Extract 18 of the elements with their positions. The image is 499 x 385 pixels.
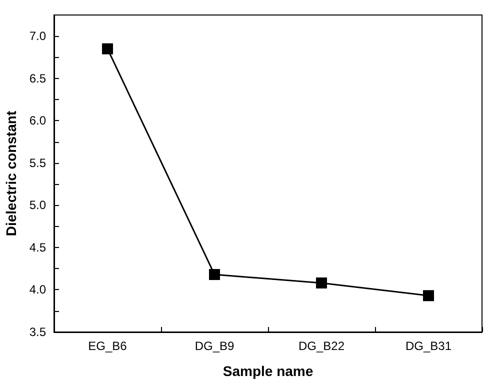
x-tick-label: DG_B31 bbox=[405, 339, 452, 353]
point bbox=[423, 290, 434, 302]
y-tick-label: 5.5 bbox=[29, 156, 46, 170]
y-tick-label: 7.0 bbox=[29, 29, 46, 44]
point bbox=[316, 277, 327, 288]
y-tick-label: 5.0 bbox=[29, 198, 46, 212]
y-tick-label: 6.5 bbox=[29, 71, 46, 86]
x-tick-label: DG_B9 bbox=[194, 339, 234, 353]
x-axis-title: Sample name bbox=[222, 363, 314, 379]
y-tick-label: 6.0 bbox=[29, 114, 46, 128]
x-tick-label: EG_B6 bbox=[88, 339, 128, 353]
point bbox=[102, 43, 113, 54]
x-tick-label: DG_B22 bbox=[298, 339, 345, 353]
y-tick-label: 4.0 bbox=[29, 282, 46, 297]
point bbox=[209, 269, 220, 280]
y-axis-title: Dielectric constant bbox=[3, 110, 19, 236]
y-tick-label: 4.5 bbox=[29, 240, 46, 254]
y-tick-label: 3.5 bbox=[29, 325, 46, 339]
